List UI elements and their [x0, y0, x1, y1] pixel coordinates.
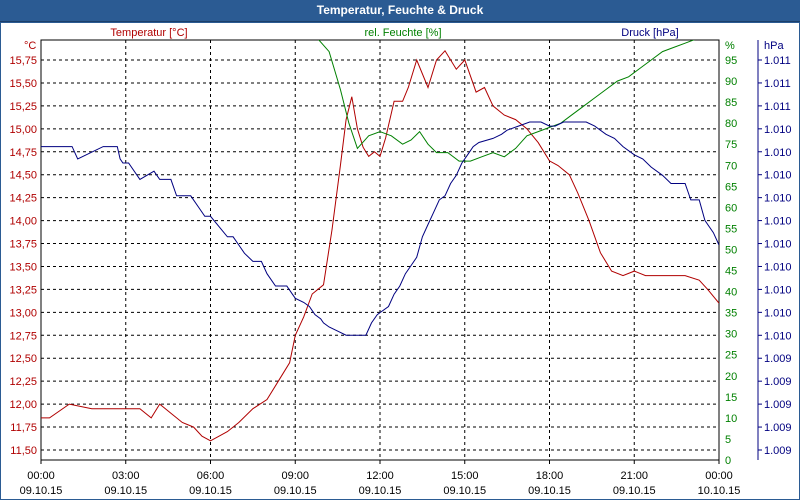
pressure-tick-label: 1.009: [764, 399, 792, 411]
pressure-tick-label: 1.010: [764, 284, 792, 296]
x-tick-time-label: 18:00: [536, 470, 564, 482]
humidity-tick-label: 85: [725, 97, 737, 109]
pressure-tick-label: 1.011: [764, 55, 791, 67]
x-tick-time-label: 09:00: [281, 470, 309, 482]
pressure-legend-label: Druck [hPa]: [621, 27, 678, 39]
temperature-tick-label: 12,25: [9, 376, 37, 388]
temperature-tick-label: 13,50: [9, 261, 37, 273]
x-tick-time-label: 12:00: [366, 470, 394, 482]
x-tick-time-label: 00:00: [27, 470, 55, 482]
temperature-tick-label: 15,25: [9, 101, 37, 113]
pressure-series-line: [41, 121, 719, 336]
humidity-tick-label: 5: [725, 434, 731, 446]
pressure-tick-label: 1.010: [764, 193, 792, 205]
humidity-tick-label: 0: [725, 455, 731, 467]
x-tick-date-label: 09.10.15: [104, 485, 147, 497]
temperature-tick-label: 12,75: [9, 330, 37, 342]
humidity-tick-label: 80: [725, 118, 737, 130]
temperature-unit-label: °C: [24, 40, 36, 52]
temperature-tick-label: 14,25: [9, 193, 37, 205]
x-tick-date-label: 09.10.15: [189, 485, 232, 497]
x-tick-date-label: 09.10.15: [613, 485, 656, 497]
x-tick-time-label: 06:00: [197, 470, 225, 482]
pressure-tick-label: 1.011: [764, 101, 791, 113]
pressure-tick-label: 1.010: [764, 307, 792, 319]
humidity-tick-label: 45: [725, 266, 737, 278]
pressure-tick-label: 1.010: [764, 170, 792, 182]
humidity-unit-label: %: [725, 40, 735, 52]
pressure-tick-label: 1.010: [764, 239, 792, 251]
pressure-tick-label: 1.010: [764, 216, 792, 228]
humidity-tick-label: 55: [725, 223, 737, 235]
pressure-tick-label: 1.009: [764, 422, 792, 434]
humidity-tick-label: 90: [725, 76, 737, 88]
temperature-tick-label: 14,00: [9, 216, 37, 228]
pressure-tick-label: 1.010: [764, 330, 792, 342]
humidity-legend-label: rel. Feuchte [%]: [364, 27, 441, 39]
pressure-tick-label: 1.011: [764, 78, 791, 90]
x-tick-time-label: 21:00: [620, 470, 648, 482]
pressure-tick-label: 1.009: [764, 445, 792, 457]
temperature-tick-label: 13,75: [9, 239, 37, 251]
pressure-tick-label: 1.010: [764, 147, 792, 159]
humidity-tick-label: 75: [725, 139, 737, 151]
temperature-tick-label: 14,75: [9, 147, 37, 159]
temperature-tick-label: 13,25: [9, 284, 37, 296]
humidity-tick-label: 60: [725, 202, 737, 214]
humidity-tick-label: 35: [725, 308, 737, 320]
humidity-tick-label: 15: [725, 392, 737, 404]
temperature-legend-label: Temperatur [°C]: [110, 27, 187, 39]
humidity-tick-label: 30: [725, 329, 737, 341]
humidity-tick-label: 20: [725, 371, 737, 383]
x-tick-date-label: 09.10.15: [528, 485, 571, 497]
humidity-tick-label: 65: [725, 181, 737, 193]
humidity-tick-label: 10: [725, 413, 737, 425]
x-tick-time-label: 15:00: [451, 470, 479, 482]
temperature-tick-label: 14,50: [9, 170, 37, 182]
temperature-tick-label: 15,75: [9, 55, 37, 67]
temperature-tick-label: 11,75: [10, 422, 37, 434]
temperature-tick-label: 15,50: [9, 78, 37, 90]
humidity-tick-label: 25: [725, 350, 737, 362]
x-tick-date-label: 09.10.15: [443, 485, 486, 497]
temperature-tick-label: 12,50: [9, 353, 37, 365]
humidity-tick-label: 95: [725, 55, 737, 67]
x-tick-date-label: 09.10.15: [274, 485, 317, 497]
pressure-unit-label: hPa: [764, 40, 784, 52]
humidity-series-line: [318, 40, 695, 162]
chart-title: Temperatur, Feuchte & Druck: [316, 3, 484, 17]
x-tick-time-label: 03:00: [112, 470, 140, 482]
pressure-tick-label: 1.010: [764, 124, 792, 136]
humidity-tick-label: 50: [725, 244, 737, 256]
x-tick-date-label: 10.10.15: [698, 485, 741, 497]
temperature-series-line: [41, 49, 719, 442]
x-tick-time-label: 00:00: [705, 470, 733, 482]
x-tick-date-label: 09.10.15: [20, 485, 63, 497]
humidity-tick-label: 40: [725, 287, 737, 299]
x-tick-date-label: 09.10.15: [359, 485, 402, 497]
temperature-tick-label: 13,00: [9, 307, 37, 319]
pressure-tick-label: 1.010: [764, 261, 792, 273]
temperature-tick-label: 15,00: [9, 124, 37, 136]
chart-title-bar: Temperatur, Feuchte & Druck: [0, 0, 800, 22]
temperature-tick-label: 12,00: [9, 399, 37, 411]
pressure-tick-label: 1.009: [764, 376, 792, 388]
humidity-tick-label: 70: [725, 160, 737, 172]
temperature-tick-label: 11,50: [10, 445, 37, 457]
pressure-tick-label: 1.009: [764, 353, 792, 365]
